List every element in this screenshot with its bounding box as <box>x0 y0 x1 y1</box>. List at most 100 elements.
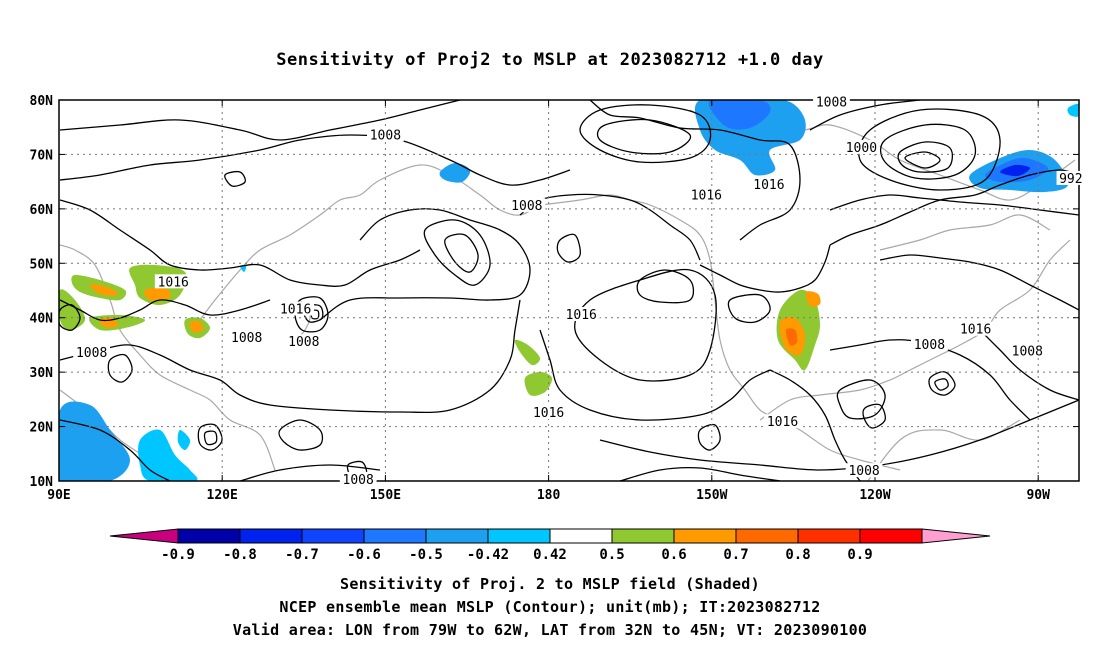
mslp-contour <box>59 419 171 481</box>
contour-label-bg <box>277 301 315 316</box>
contour-label-bg <box>562 306 600 321</box>
mslp-contour <box>107 353 133 383</box>
y-tick-label: 80N <box>30 94 54 109</box>
mslp-contour <box>809 100 921 131</box>
contour-label-bg <box>73 345 111 360</box>
contour-label: 1008 <box>914 338 945 353</box>
sensitivity-area <box>514 339 541 366</box>
contour-label: 1016 <box>691 188 722 203</box>
mslp-contour <box>423 219 491 286</box>
colorbar-label: -0.8 <box>223 547 257 563</box>
colorbar-label: -0.42 <box>467 547 509 563</box>
mslp-contour <box>879 254 1079 311</box>
caption-line-3: Valid area: LON from 79W to 62W, LAT fro… <box>232 621 868 639</box>
x-tick-label: 180 <box>537 488 561 503</box>
colorbar-tip-high <box>921 528 991 544</box>
mslp-contour <box>556 233 581 263</box>
colorbar-box <box>177 528 241 544</box>
contour-label-bg <box>1008 343 1046 358</box>
coastline <box>879 214 1051 251</box>
mslp-contour <box>699 244 831 293</box>
contour-label: 1016 <box>767 415 798 430</box>
colorbar-label: -0.9 <box>161 547 195 563</box>
colorbar: -0.9 -0.8 -0.7 -0.6 -0.5 -0.42 0.42 0.5 0.6 0.7 0.… <box>109 528 991 563</box>
contour-label: 1000 <box>846 141 877 156</box>
mslp-contour <box>862 403 886 429</box>
coastline-layer <box>59 109 1076 481</box>
axis-labels: 90E 120E 150E 180 150W 120W 90W 10N 20N 30N 40N 50N… <box>30 94 1051 503</box>
colorbar-box <box>363 528 427 544</box>
mslp-contour <box>574 268 717 382</box>
sensitivity-area <box>1067 103 1079 117</box>
contour-label: 1016 <box>960 323 991 338</box>
y-tick-label: 70N <box>30 148 54 163</box>
sensitivity-area <box>59 289 86 330</box>
colorbar-label: 0.6 <box>661 547 686 563</box>
sensitivity-area <box>144 287 171 301</box>
contour-label: 1008 <box>848 464 879 479</box>
contour-label-bg <box>367 127 404 142</box>
mslp-contour <box>579 104 712 164</box>
mslp-contour-layer <box>59 100 1079 481</box>
contour-label-bg <box>508 198 546 213</box>
contour-label-bg <box>957 321 995 336</box>
chart-title: Sensitivity of Proj2 to MSLP at 20230827… <box>276 50 824 70</box>
colorbar-box <box>611 528 675 544</box>
colorbar-label: 0.7 <box>723 547 748 563</box>
mslp-contour <box>697 423 721 451</box>
contour-label: 1008 <box>288 335 319 350</box>
y-tick-label: 50N <box>30 257 54 272</box>
mslp-contour <box>59 100 461 141</box>
contour-label: 1008 <box>343 473 374 488</box>
mslp-contour <box>197 423 223 451</box>
contour-label-bg <box>285 334 323 349</box>
y-tick-label: 30N <box>30 366 54 381</box>
colorbar-label: -0.5 <box>409 547 443 563</box>
colorbar-box <box>735 528 799 544</box>
mslp-contour <box>239 464 381 481</box>
sensitivity-area <box>999 164 1031 177</box>
mslp-contour <box>769 369 861 481</box>
y-tick-label: 10N <box>30 475 54 490</box>
mslp-contour <box>444 233 479 273</box>
x-tick-label: 90E <box>47 488 70 503</box>
mslp-contour <box>897 141 954 173</box>
mslp-contour <box>589 100 801 241</box>
coastline <box>199 164 541 321</box>
sensitivity-shading-layer <box>59 100 1079 481</box>
mslp-contour <box>979 329 1079 401</box>
colorbar-box <box>797 528 861 544</box>
colorbar-box <box>425 528 489 544</box>
mslp-contour <box>829 169 1079 246</box>
mslp-contour <box>59 134 571 186</box>
colorbar-label: 0.9 <box>847 547 872 563</box>
y-tick-label: 20N <box>30 421 54 436</box>
contour-label: 1016 <box>280 303 311 318</box>
x-tick-label: 90W <box>1026 488 1050 503</box>
sensitivity-area <box>708 100 771 130</box>
contour-label: 1016 <box>158 275 189 290</box>
colorbar-label: -0.6 <box>347 547 381 563</box>
contour-label-bg <box>911 336 948 351</box>
contour-label: 1008 <box>76 346 107 361</box>
contour-label: 1008 <box>370 128 401 143</box>
sensitivity-area <box>239 265 247 272</box>
colorbar-box <box>673 528 737 544</box>
caption-line-2: NCEP ensemble mean MSLP (Contour); unit(… <box>279 598 821 616</box>
contour-label-bg <box>687 187 725 202</box>
colorbar-label: -0.7 <box>285 547 319 563</box>
mslp-contour <box>727 293 771 324</box>
colorbar-label: 0.8 <box>785 547 810 563</box>
x-tick-label: 120W <box>859 488 890 503</box>
contour-label: 1008 <box>816 96 847 111</box>
contour-label-bg <box>845 463 883 478</box>
contour-label-bg <box>530 404 567 419</box>
sensitivity-area <box>439 162 471 183</box>
mslp-contour <box>904 151 941 169</box>
contour-label-bg <box>813 94 850 109</box>
mslp-contour <box>278 419 324 451</box>
sensitivity-area <box>89 283 119 296</box>
contour-labels: 1008 1008 1016 1008 1016 1008 1016 1008 1016 1008… <box>73 94 1086 488</box>
x-tick-label: 150E <box>370 488 401 503</box>
